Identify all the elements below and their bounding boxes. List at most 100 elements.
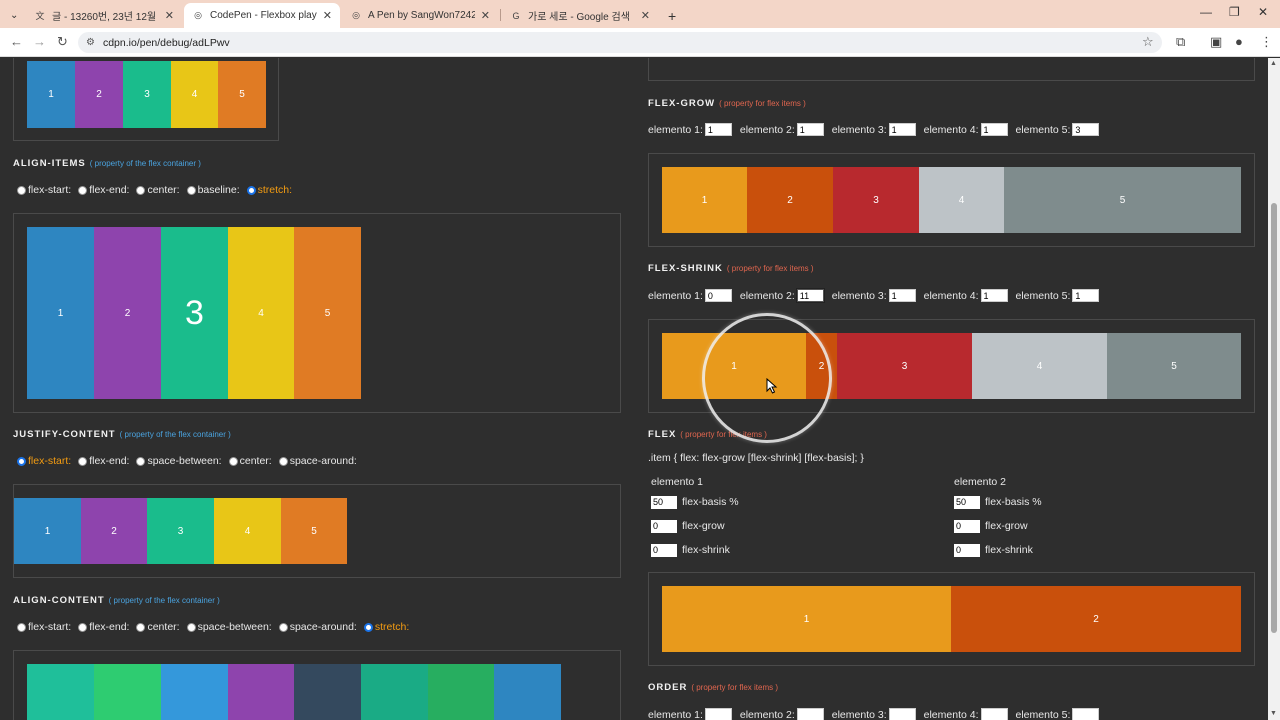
scroll-up-icon[interactable]: ▲	[1270, 60, 1277, 67]
maximize-icon[interactable]: ❐	[1229, 5, 1240, 19]
flex-item: 2	[951, 586, 1241, 652]
radio-flex-end[interactable]: flex-end:	[78, 455, 129, 467]
radio-stretch[interactable]: stretch:	[363, 621, 409, 633]
tab-3[interactable]: ◎ A Pen by SangWon7242 ✕	[342, 3, 498, 28]
radio-space-around[interactable]: space-around:	[278, 621, 357, 633]
flex-grow-input-3[interactable]: 1	[888, 123, 916, 136]
flex-shrink-label: flex-shrink	[682, 544, 730, 556]
el1-flex-shrink-input[interactable]: 0	[651, 544, 677, 557]
close-window-icon[interactable]: ✕	[1258, 5, 1269, 19]
flex-shrink-input-3[interactable]: 1	[888, 289, 916, 302]
flex-title: FLEX( property for flex items )	[648, 429, 767, 440]
minimize-icon[interactable]: —	[1200, 5, 1212, 19]
flex-grow-input-5[interactable]: 3	[1072, 123, 1100, 136]
justify-content-container	[13, 484, 621, 578]
url-field[interactable]: ⚙ cdpn.io/pen/debug/adLPwv	[78, 32, 1162, 53]
radio-flex-end[interactable]: flex-end:	[78, 184, 129, 196]
radio-space-between[interactable]: space-between:	[186, 621, 272, 633]
scroll-down-icon[interactable]: ▼	[1270, 710, 1277, 717]
radio-space-around[interactable]: space-around:	[278, 455, 357, 467]
radio-center[interactable]: center:	[136, 184, 180, 196]
flex-item: 4	[972, 333, 1107, 399]
flex-container	[648, 572, 1255, 666]
flex-item: 2	[75, 61, 123, 128]
radio-flex-start[interactable]: flex-start:	[17, 621, 71, 633]
flex-shrink-input-4[interactable]: 1	[980, 289, 1008, 302]
plus-icon: +	[668, 7, 677, 24]
radio-flex-end[interactable]: flex-end:	[78, 621, 129, 633]
new-tab-button[interactable]: +	[660, 3, 682, 28]
flex-shrink-input-5[interactable]: 1	[1072, 289, 1100, 302]
order-title: ORDER( property for flex items )	[648, 682, 778, 693]
flex-item: 1	[662, 586, 951, 652]
flex-item: 3	[833, 167, 919, 233]
flex-item	[27, 664, 94, 720]
close-icon[interactable]: ✕	[640, 10, 650, 22]
align-items-options: flex-start: flex-end: center: baseline: …	[17, 184, 299, 196]
close-icon[interactable]: ✕	[164, 10, 174, 22]
scrollbar-thumb[interactable]	[1271, 203, 1277, 633]
flex-item: 4	[919, 167, 1004, 233]
close-icon[interactable]: ✕	[480, 10, 490, 22]
flex-item: 1	[14, 498, 81, 564]
bookmark-star-icon[interactable]: ☆	[1142, 34, 1154, 49]
flex-item: 1	[27, 227, 94, 399]
flex-grow-input-4[interactable]: 1	[980, 123, 1008, 136]
order-input-3[interactable]	[888, 708, 916, 720]
top-flex-container	[13, 58, 279, 141]
el2-flex-shrink-input[interactable]: 0	[954, 544, 980, 557]
el2-flex-grow-input[interactable]: 0	[954, 520, 980, 533]
radio-stretch[interactable]: stretch:	[246, 184, 292, 196]
flex-item: 1	[27, 61, 75, 128]
extensions-icon[interactable]: ⧉	[1176, 34, 1186, 49]
menu-icon[interactable]: ⋮	[1260, 34, 1273, 49]
flex-basis-label: flex-basis %	[682, 496, 739, 508]
flex-item: 2	[81, 498, 147, 564]
align-content-flex-items	[27, 664, 561, 720]
flex-shrink-input-1[interactable]: 0	[704, 289, 732, 302]
order-input-4[interactable]	[980, 708, 1008, 720]
el1-flex-grow-input[interactable]: 0	[651, 520, 677, 533]
flex-shrink-inputs: elemento 1: 0 elemento 2: 11 elemento 3: 1 …	[648, 288, 1107, 303]
radio-center[interactable]: center:	[136, 621, 180, 633]
flex-grow-input-1[interactable]: 1	[704, 123, 732, 136]
el2-flex-basis-input[interactable]: 50	[954, 496, 980, 509]
close-icon[interactable]: ✕	[322, 10, 332, 22]
flex-item	[361, 664, 428, 720]
radio-baseline[interactable]: baseline:	[186, 184, 240, 196]
top-flex-items: 1 2 3 4 5	[27, 61, 266, 128]
document-icon: 文	[35, 11, 45, 21]
tab-1[interactable]: 文 글 - 13260번, 23년 12월 06일 ✕	[35, 10, 174, 23]
order-input-5[interactable]	[1072, 708, 1100, 720]
flex-item: 1	[662, 167, 747, 233]
radio-flex-start[interactable]: flex-start:	[17, 455, 71, 467]
sidepanel-icon[interactable]: ▣	[1210, 34, 1223, 49]
flex-grow-title: FLEX-GROW( property for flex items )	[648, 98, 806, 109]
el1-flex-basis-input[interactable]: 50	[651, 496, 677, 509]
radio-center[interactable]: center:	[228, 455, 272, 467]
tab-search-button[interactable]: ⌄	[2, 3, 24, 28]
profile-avatar[interactable]: ●	[1235, 34, 1243, 49]
align-items-flex-items: 1 2 3 4 5	[27, 227, 361, 399]
page-scrollbar[interactable]: ▲ ▼	[1268, 58, 1280, 720]
flex-shrink-input-2[interactable]: 11	[795, 288, 825, 303]
order-input-2[interactable]	[796, 708, 824, 720]
radio-space-between[interactable]: space-between:	[136, 455, 222, 467]
back-icon[interactable]: ←	[10, 34, 23, 49]
order-input-1[interactable]	[704, 708, 732, 720]
site-info-icon[interactable]: ⚙	[86, 37, 95, 48]
cursor-highlight-ring	[702, 313, 832, 443]
forward-icon[interactable]: →	[33, 34, 46, 49]
codepen-icon: ◎	[194, 10, 202, 20]
flex-item: 4	[214, 498, 281, 564]
tab-2-active[interactable]: ◎ CodePen - Flexbox playground ✕	[184, 3, 340, 28]
flex-grow-input-2[interactable]: 1	[796, 123, 824, 136]
page-content: 1 2 3 4 5 ALIGN-ITEMS( property of the f…	[0, 58, 1268, 720]
justify-content-flex-items: 1 2 3 4 5	[14, 498, 347, 564]
tab-4[interactable]: G 가로 세로 - Google 검색 ✕	[502, 3, 658, 28]
flex-item: 5	[218, 61, 266, 128]
reload-icon[interactable]: ↻	[57, 34, 68, 49]
flex-shrink-container	[648, 319, 1255, 413]
flex-grow-label: flex-grow	[682, 520, 725, 532]
radio-flex-start[interactable]: flex-start:	[17, 184, 71, 196]
